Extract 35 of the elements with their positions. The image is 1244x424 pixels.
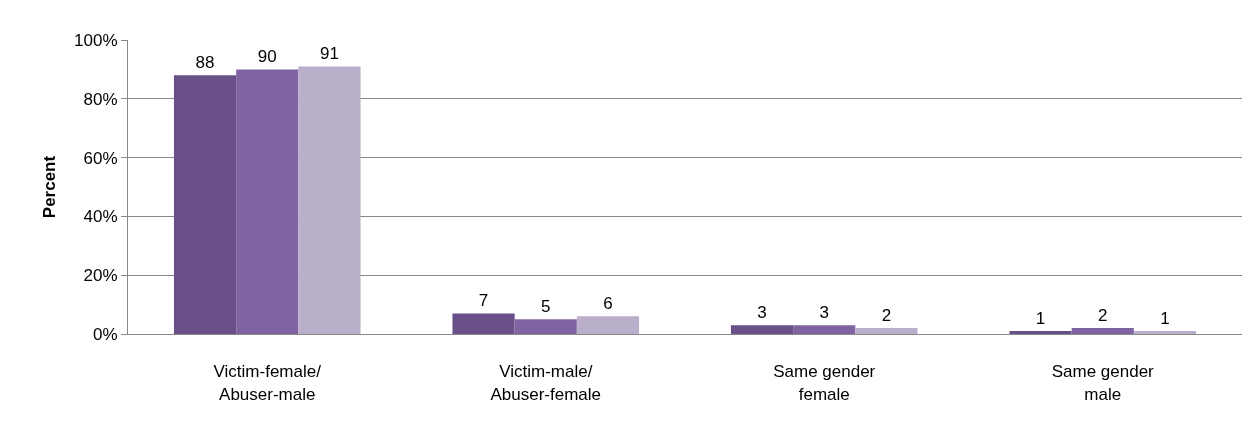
data-label: 3 [757, 303, 767, 323]
bar [514, 319, 577, 334]
data-label: 1 [1035, 309, 1046, 329]
data-label: 2 [1098, 306, 1108, 326]
bar [298, 66, 361, 334]
x-tick-label: Victim-female/ Abuser-male [213, 362, 322, 404]
x-tick-label: Same gender female [773, 362, 876, 404]
data-label: 88 [195, 53, 215, 73]
bar [173, 75, 237, 334]
bar [1009, 331, 1072, 334]
x-tick-label: Victim-male/ Abuser-female [490, 362, 602, 404]
data-label: 1 [1160, 309, 1170, 329]
y-axis-title: Percent [39, 155, 59, 219]
y-tick-label: 100% [74, 30, 118, 50]
data-label: 6 [603, 294, 613, 314]
data-label: 91 [319, 44, 339, 64]
data-label: 5 [541, 297, 551, 317]
bar [855, 328, 918, 334]
data-label: 7 [478, 291, 489, 311]
bar [576, 316, 640, 334]
data-label: 2 [881, 306, 892, 326]
bar [730, 325, 794, 334]
y-tick-label: 0% [93, 324, 118, 344]
bar [1133, 331, 1197, 334]
bar [793, 325, 856, 334]
data-label: 90 [257, 47, 277, 67]
bar [236, 69, 299, 334]
bar [1071, 328, 1134, 334]
y-tick-label: 80% [83, 89, 118, 109]
y-tick-label: 60% [83, 148, 118, 168]
x-tick-label: Same gender male [1051, 362, 1155, 404]
y-tick-label: 20% [83, 266, 118, 286]
bar [452, 313, 515, 334]
data-label: 3 [819, 303, 829, 323]
y-tick-label: 40% [83, 207, 118, 227]
